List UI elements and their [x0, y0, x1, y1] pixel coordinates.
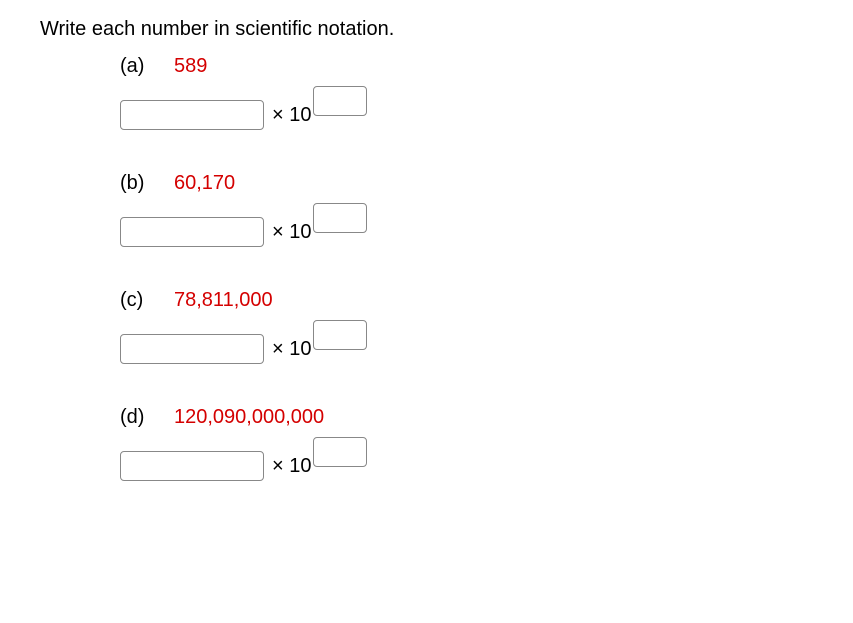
times-ten-text: × 10 — [272, 104, 311, 127]
prompt-row: (a) 589 — [120, 55, 813, 78]
problem-label: (c) — [120, 289, 166, 312]
problem-number: 60,170 — [174, 172, 235, 195]
answer-row: × 10 — [120, 441, 813, 491]
problem-number: 120,090,000,000 — [174, 406, 324, 429]
problem-d: (d) 120,090,000,000 × 10 — [120, 406, 813, 491]
problem-label: (b) — [120, 172, 166, 195]
problem-b: (b) 60,170 × 10 — [120, 172, 813, 257]
problem-a: (a) 589 × 10 — [120, 55, 813, 140]
coefficient-input[interactable] — [120, 451, 264, 481]
problem-number: 78,811,000 — [174, 289, 273, 312]
exponent-input[interactable] — [313, 320, 367, 350]
problem-number: 589 — [174, 55, 207, 78]
coefficient-input[interactable] — [120, 334, 264, 364]
exponent-input[interactable] — [313, 86, 367, 116]
times-ten-text: × 10 — [272, 455, 311, 478]
problems-list: (a) 589 × 10 (b) 60,170 × 10 (c) 78,811, — [40, 55, 813, 491]
instruction-text: Write each number in scientific notation… — [40, 18, 813, 41]
prompt-row: (d) 120,090,000,000 — [120, 406, 813, 429]
times-ten-text: × 10 — [272, 221, 311, 244]
base-ten-wrap: × 10 — [264, 100, 367, 130]
base-ten-wrap: × 10 — [264, 451, 367, 481]
base-ten-wrap: × 10 — [264, 334, 367, 364]
answer-row: × 10 — [120, 324, 813, 374]
problem-label: (a) — [120, 55, 166, 78]
coefficient-input[interactable] — [120, 100, 264, 130]
times-ten-text: × 10 — [272, 338, 311, 361]
base-ten-wrap: × 10 — [264, 217, 367, 247]
answer-row: × 10 — [120, 207, 813, 257]
answer-row: × 10 — [120, 90, 813, 140]
exponent-input[interactable] — [313, 203, 367, 233]
coefficient-input[interactable] — [120, 217, 264, 247]
problem-c: (c) 78,811,000 × 10 — [120, 289, 813, 374]
exponent-input[interactable] — [313, 437, 367, 467]
prompt-row: (c) 78,811,000 — [120, 289, 813, 312]
prompt-row: (b) 60,170 — [120, 172, 813, 195]
problem-label: (d) — [120, 406, 166, 429]
